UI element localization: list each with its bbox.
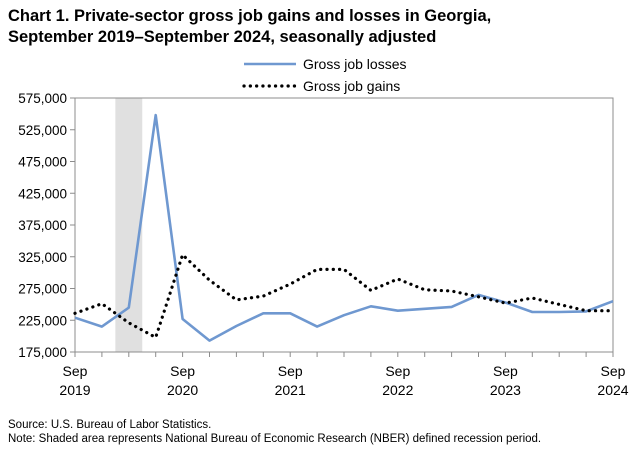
legend-label-gross-job-gains: Gross job gains: [303, 78, 400, 94]
y-tick-label: 425,000: [18, 186, 67, 201]
recession-note: Note: Shaded area represents National Bu…: [8, 433, 542, 445]
y-axis: 175,000 225,000 275,000 325,000 375,000 425,0…: [18, 91, 75, 360]
x-tick-label-month: Sep: [385, 363, 410, 379]
x-tick-label-year: 2019: [59, 382, 90, 398]
y-tick-label: 275,000: [18, 282, 67, 297]
series-line-gross-job-losses: [74, 113, 614, 342]
x-tick-label-month: Sep: [63, 363, 88, 379]
y-tick-label: 575,000: [18, 91, 67, 106]
y-tick-label: 525,000: [18, 123, 67, 138]
x-tick-label-month: Sep: [601, 363, 626, 379]
chart-title: Chart 1. Private-sector gross job gains …: [8, 6, 636, 48]
x-tick-label-year: 2020: [167, 382, 198, 398]
series-line-gross-job-gains: [73, 253, 615, 339]
y-tick-label: 175,000: [18, 345, 67, 360]
x-tick-label-month: Sep: [170, 363, 195, 379]
legend-label-gross-job-losses: Gross job losses: [303, 56, 406, 72]
source-note: Source: U.S. Bureau of Labor Statistics.: [8, 419, 212, 431]
y-tick-label: 475,000: [18, 155, 67, 170]
x-tick-label-year: 2022: [382, 382, 413, 398]
x-tick-label-year: 2021: [275, 382, 306, 398]
x-tick-label-month: Sep: [493, 363, 518, 379]
y-tick-label: 325,000: [18, 250, 67, 265]
x-tick-label-month: Sep: [278, 363, 303, 379]
series-layer: [73, 113, 615, 342]
x-axis: Sep 2019 Sep 2020 Sep 2021 Sep 2022 Sep 2023 Sep 20…: [59, 352, 629, 398]
x-tick-label-year: 2024: [597, 382, 628, 398]
x-tick-label-year: 2023: [490, 382, 521, 398]
chart-title-line-2: September 2019–September 2024, seasonall…: [8, 28, 437, 46]
y-tick-label: 225,000: [18, 313, 67, 328]
chart-title-line-1: Chart 1. Private-sector gross job gains …: [8, 7, 492, 25]
chart-legend: Gross job losses Gross job gains: [242, 56, 406, 94]
recession-shading: [115, 98, 143, 352]
y-tick-label: 375,000: [18, 218, 67, 233]
recession-shading-layer: [115, 98, 143, 352]
